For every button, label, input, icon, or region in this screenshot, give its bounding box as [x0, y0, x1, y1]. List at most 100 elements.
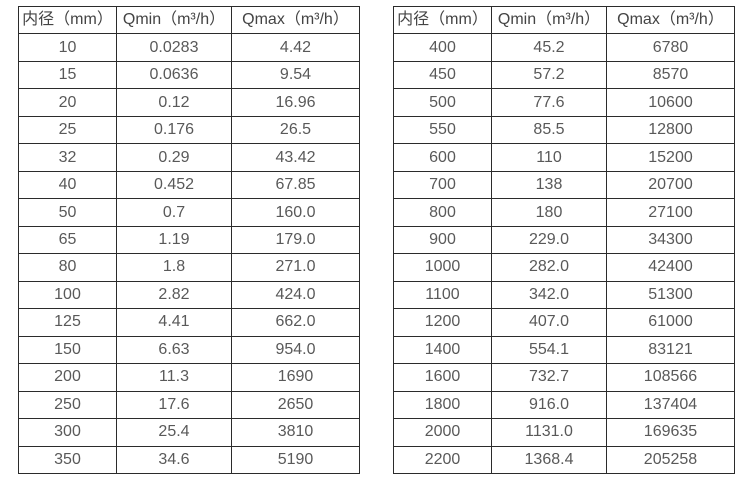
- cell: 9.54: [231, 60, 360, 90]
- cell: 27100: [606, 198, 735, 227]
- cell: 6.63: [116, 335, 232, 365]
- table-row: 15 0.0636 9.54: [18, 60, 360, 90]
- cell: 2000: [393, 418, 492, 447]
- cell: 554.1: [491, 335, 607, 365]
- cell: 34300: [606, 225, 735, 255]
- cell: 16.96: [231, 88, 360, 117]
- cell: 42400: [606, 253, 735, 282]
- table-row: 50 0.7 160.0: [18, 198, 360, 227]
- cell: 300: [18, 418, 117, 447]
- table-row: 125 4.41 662.0: [18, 308, 360, 337]
- cell: 2.82: [116, 280, 232, 310]
- cell: 17.6: [116, 390, 232, 420]
- cell: 5190: [231, 445, 360, 474]
- cell: 15: [18, 60, 117, 90]
- column-header: 内径（mm）: [393, 5, 492, 35]
- cell: 137404: [606, 390, 735, 420]
- cell: 51300: [606, 280, 735, 310]
- table-row: 2200 1368.4 205258: [393, 445, 735, 474]
- cell: 160.0: [231, 198, 360, 227]
- cell: 180: [491, 198, 607, 227]
- cell: 0.0283: [116, 33, 232, 62]
- cell: 250: [18, 390, 117, 420]
- cell: 110: [491, 143, 607, 172]
- cell: 8570: [606, 60, 735, 90]
- cell: 200: [18, 363, 117, 392]
- spec-table-small-diameters: 内径（mm） Qmin（m³/h） Qmax（m³/h） 10 0.0283 4.42 1…: [18, 5, 360, 474]
- cell: 10: [18, 33, 117, 62]
- table-row: 1600 732.7 108566: [393, 363, 735, 392]
- cell: 954.0: [231, 335, 360, 365]
- cell: 40: [18, 170, 117, 200]
- cell: 2200: [393, 445, 492, 474]
- cell: 1.19: [116, 225, 232, 255]
- cell: 34.6: [116, 445, 232, 474]
- table-row: 300 25.4 3810: [18, 418, 360, 447]
- header-row: 内径（mm） Qmin（m³/h） Qmax（m³/h）: [393, 5, 735, 35]
- cell: 229.0: [491, 225, 607, 255]
- cell: 400: [393, 33, 492, 62]
- cell: 150: [18, 335, 117, 365]
- table-row: 10 0.0283 4.42: [18, 33, 360, 62]
- column-header: 内径（mm）: [18, 5, 117, 35]
- cell: 732.7: [491, 363, 607, 392]
- cell: 85.5: [491, 115, 607, 145]
- cell: 282.0: [491, 253, 607, 282]
- cell: 1131.0: [491, 418, 607, 447]
- cell: 25: [18, 115, 117, 145]
- cell: 1100: [393, 280, 492, 310]
- cell: 11.3: [116, 363, 232, 392]
- cell: 61000: [606, 308, 735, 337]
- cell: 169635: [606, 418, 735, 447]
- cell: 57.2: [491, 60, 607, 90]
- column-header: Qmin（m³/h）: [491, 5, 607, 35]
- spec-table-large-diameters: 内径（mm） Qmin（m³/h） Qmax（m³/h） 400 45.2 6780 45…: [393, 5, 735, 474]
- cell: 83121: [606, 335, 735, 365]
- cell: 125: [18, 308, 117, 337]
- table-row: 700 138 20700: [393, 170, 735, 200]
- table-row: 500 77.6 10600: [393, 88, 735, 117]
- cell: 424.0: [231, 280, 360, 310]
- cell: 1368.4: [491, 445, 607, 474]
- cell: 50: [18, 198, 117, 227]
- table-row: 100 2.82 424.0: [18, 280, 360, 310]
- cell: 450: [393, 60, 492, 90]
- cell: 12800: [606, 115, 735, 145]
- cell: 80: [18, 253, 117, 282]
- cell: 407.0: [491, 308, 607, 337]
- table-row: 2000 1131.0 169635: [393, 418, 735, 447]
- cell: 45.2: [491, 33, 607, 62]
- table-row: 65 1.19 179.0: [18, 225, 360, 255]
- cell: 916.0: [491, 390, 607, 420]
- cell: 77.6: [491, 88, 607, 117]
- table-row: 1800 916.0 137404: [393, 390, 735, 420]
- cell: 67.85: [231, 170, 360, 200]
- cell: 0.452: [116, 170, 232, 200]
- cell: 662.0: [231, 308, 360, 337]
- cell: 1200: [393, 308, 492, 337]
- cell: 271.0: [231, 253, 360, 282]
- cell: 0.176: [116, 115, 232, 145]
- cell: 3810: [231, 418, 360, 447]
- table-row: 900 229.0 34300: [393, 225, 735, 255]
- cell: 900: [393, 225, 492, 255]
- table-row: 1400 554.1 83121: [393, 335, 735, 365]
- cell: 15200: [606, 143, 735, 172]
- cell: 342.0: [491, 280, 607, 310]
- cell: 205258: [606, 445, 735, 474]
- cell: 1800: [393, 390, 492, 420]
- table-row: 1100 342.0 51300: [393, 280, 735, 310]
- table-row: 1000 282.0 42400: [393, 253, 735, 282]
- table-row: 550 85.5 12800: [393, 115, 735, 145]
- table-row: 350 34.6 5190: [18, 445, 360, 474]
- table-row: 1200 407.0 61000: [393, 308, 735, 337]
- cell: 179.0: [231, 225, 360, 255]
- cell: 1000: [393, 253, 492, 282]
- table-row: 450 57.2 8570: [393, 60, 735, 90]
- cell: 43.42: [231, 143, 360, 172]
- cell: 6780: [606, 33, 735, 62]
- cell: 4.42: [231, 33, 360, 62]
- table-row: 800 180 27100: [393, 198, 735, 227]
- cell: 1400: [393, 335, 492, 365]
